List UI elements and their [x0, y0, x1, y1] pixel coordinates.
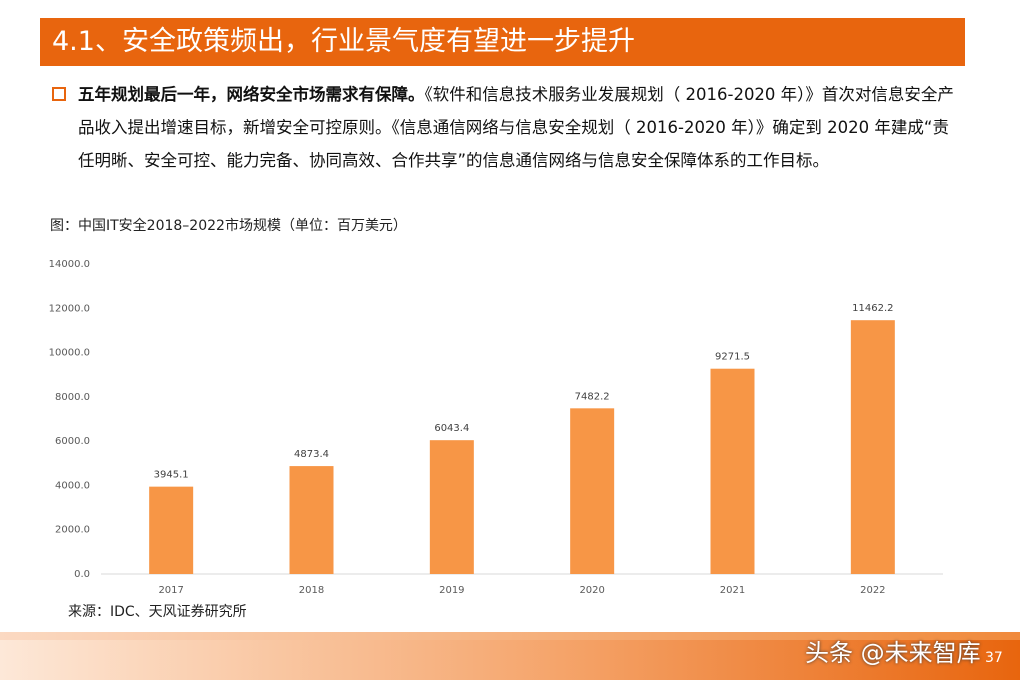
- x-tick-label: 2022: [860, 585, 885, 596]
- paragraph-body: 《软件和信息技术服务业发展规划（ 2016-2020 年）》首次对信息安全产品收…: [78, 85, 954, 170]
- figure-caption: 图：中国IT安全2018–2022市场规模（单位：百万美元）: [50, 218, 407, 234]
- y-tick-label: 0.0: [74, 569, 90, 580]
- data-label: 6043.4: [434, 423, 469, 434]
- x-tick-label: 2019: [439, 585, 464, 596]
- bar: [850, 320, 895, 574]
- x-tick-label: 2021: [720, 585, 745, 596]
- watermark: 头条 @未来智库: [805, 639, 981, 667]
- bar: [570, 408, 615, 574]
- data-label: 4873.4: [294, 449, 329, 460]
- data-label: 3945.1: [154, 470, 189, 481]
- bar: [149, 486, 194, 574]
- data-label: 9271.5: [715, 352, 750, 363]
- slide-title: 4.1、安全政策频出，行业景气度有望进一步提升: [40, 18, 965, 66]
- bar: [289, 466, 334, 574]
- y-tick-label: 2000.0: [55, 525, 90, 536]
- bullet: [52, 87, 66, 101]
- y-tick-label: 8000.0: [55, 392, 90, 403]
- paragraph: 五年规划最后一年，网络安全市场需求有保障。《软件和信息技术服务业发展规划（ 20…: [78, 78, 958, 177]
- footer-band: [0, 640, 1020, 680]
- bar: [710, 368, 755, 574]
- y-tick-label: 14000.0: [49, 259, 90, 270]
- page-number: 37: [985, 650, 1003, 666]
- data-label: 11462.2: [852, 303, 893, 314]
- y-tick-label: 10000.0: [49, 348, 90, 359]
- figure-source: 来源：IDC、天风证券研究所: [68, 604, 247, 620]
- y-tick-label: 6000.0: [55, 436, 90, 447]
- footer-band: [0, 632, 1020, 640]
- x-tick-label: 2017: [158, 585, 183, 596]
- y-tick-label: 12000.0: [49, 303, 90, 314]
- x-tick-label: 2018: [299, 585, 324, 596]
- paragraph-lead: 五年规划最后一年，网络安全市场需求有保障。: [78, 85, 425, 104]
- y-tick-label: 4000.0: [55, 480, 90, 491]
- data-label: 7482.2: [575, 391, 610, 402]
- x-tick-label: 2020: [579, 585, 604, 596]
- bar: [429, 440, 474, 574]
